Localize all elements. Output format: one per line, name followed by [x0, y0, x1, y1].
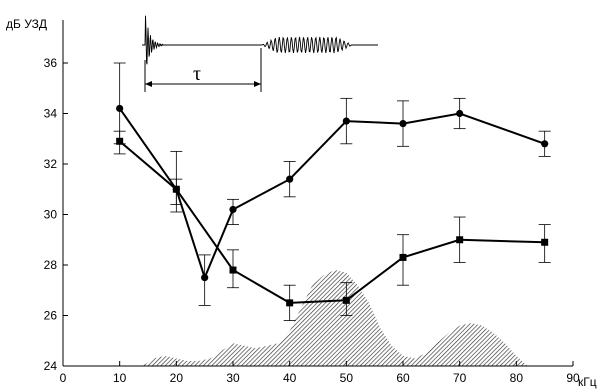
inset-arrowhead-left: [145, 81, 152, 87]
data-point-circle: [342, 117, 350, 125]
x-tick-label: 90: [566, 371, 580, 385]
data-point-circle: [201, 274, 209, 282]
x-tick-label: 30: [226, 371, 240, 385]
data-point-square: [286, 299, 294, 307]
data-point-square: [399, 253, 407, 261]
inset-tau-label: τ: [193, 63, 201, 85]
data-point-circle: [541, 140, 549, 148]
x-tick-label: 70: [453, 371, 467, 385]
x-tick-label: 50: [340, 371, 354, 385]
y-tick-label: 28: [44, 258, 58, 272]
x-axis-title: кГц: [578, 375, 597, 389]
data-point-circle: [286, 175, 294, 183]
y-tick-label: 36: [44, 56, 58, 70]
data-point-square: [172, 185, 180, 193]
x-tick-label: 60: [396, 371, 410, 385]
data-point-circle: [116, 104, 124, 113]
data-point-square: [541, 238, 549, 246]
y-tick-label: 32: [44, 157, 58, 171]
data-point-circle: [456, 109, 464, 118]
series-circle: [113, 62, 551, 306]
data-point-circle: [399, 120, 407, 128]
y-tick-label: 34: [44, 107, 58, 121]
data-point-circle: [229, 205, 237, 214]
data-point-square: [456, 236, 464, 244]
shaded-spectrum-area: [142, 270, 528, 366]
waveform-inset: τ: [142, 15, 378, 92]
x-tick-label: 10: [113, 371, 127, 385]
inset-click-pulse: [142, 15, 164, 65]
data-point-square: [342, 296, 350, 304]
axes: 0 10 20 30 40 50 60 70 80 90 24 26 28 30 32 34 36: [44, 20, 580, 385]
inset-arrowhead-right: [254, 81, 261, 87]
series-square: [113, 130, 551, 321]
data-point-square: [229, 266, 237, 274]
x-tick-label: 0: [60, 371, 67, 385]
y-tick-label: 30: [44, 208, 58, 222]
x-tick-label: 80: [510, 371, 524, 385]
y-tick-label: 24: [44, 359, 58, 373]
data-point-square: [116, 137, 124, 145]
y-axis-title: дБ УЗД: [6, 17, 47, 31]
series-line: [118, 107, 546, 281]
x-tick-label: 20: [170, 371, 184, 385]
series-line: [119, 140, 545, 304]
x-tick-label: 40: [283, 371, 297, 385]
y-tick-label: 26: [44, 309, 58, 323]
inset-tone-burst: [261, 36, 352, 54]
series-layer: [113, 62, 551, 321]
spectrum-hatched-area: [142, 270, 528, 366]
